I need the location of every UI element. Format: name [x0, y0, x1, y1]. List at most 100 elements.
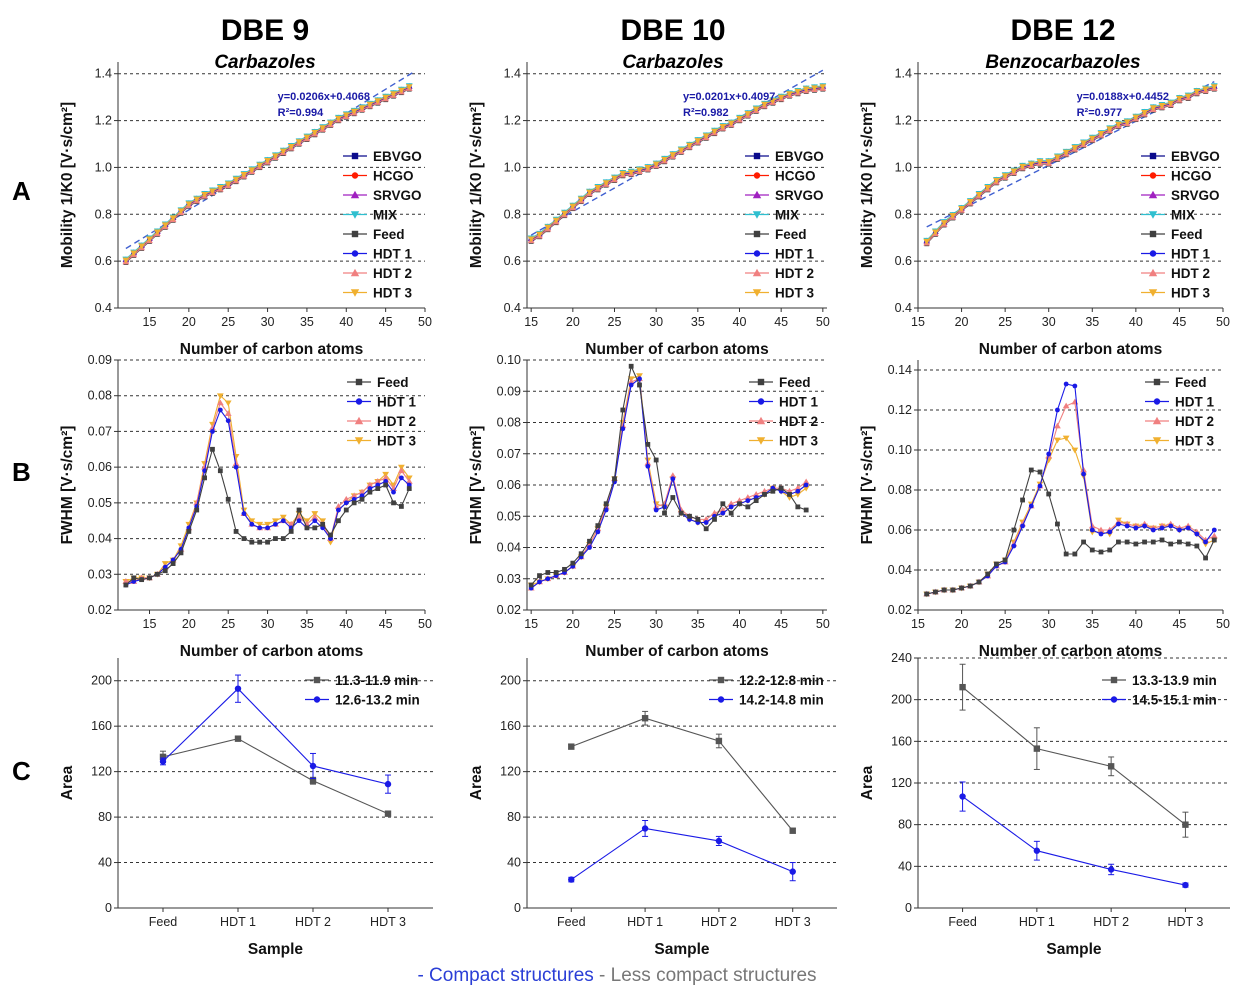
x-axis-label: Number of carbon atoms — [180, 643, 363, 660]
data-point — [628, 382, 634, 388]
data-point — [265, 539, 270, 545]
legend-label: HDT 1 — [377, 395, 416, 410]
data-point — [249, 521, 255, 527]
y-tick-label: 0 — [105, 901, 112, 915]
series-line-mix — [926, 85, 1215, 241]
data-point — [1002, 557, 1008, 563]
data-point — [1028, 467, 1034, 473]
y-tick-label: 1.4 — [895, 67, 912, 81]
data-point — [382, 474, 390, 481]
series-line-compact — [162, 687, 389, 785]
fit-equation: y=0.0206x+0.4068 — [278, 91, 370, 103]
legend-label: HDT 2 — [775, 266, 814, 281]
data-point — [1106, 126, 1114, 133]
legend-marker — [1149, 230, 1157, 238]
y-tick-label: 0.08 — [497, 416, 521, 430]
legend-marker — [350, 289, 360, 297]
y-tick-label: 0.09 — [497, 384, 521, 398]
data-point — [715, 737, 723, 745]
data-point — [1184, 93, 1192, 100]
data-point — [1098, 549, 1104, 555]
data-point — [1046, 451, 1052, 457]
y-tick-label: 40 — [98, 856, 112, 870]
data-point — [343, 500, 349, 506]
data-point — [1045, 159, 1053, 165]
data-point — [309, 777, 317, 784]
data-point — [923, 238, 931, 245]
legend-marker — [753, 250, 761, 257]
data-point — [770, 488, 776, 494]
y-tick-label: 1.2 — [504, 114, 521, 128]
data-point — [1063, 381, 1069, 387]
legend-label: HDT 2 — [1175, 414, 1214, 429]
data-point — [819, 84, 827, 90]
data-point — [959, 585, 964, 591]
x-tick-label: 15 — [143, 617, 157, 631]
data-point — [234, 735, 242, 742]
data-point — [645, 463, 651, 469]
legend-marker — [753, 152, 761, 160]
x-axis-label: Sample — [248, 941, 304, 958]
data-point — [959, 793, 966, 800]
data-point — [336, 507, 341, 513]
y-tick-label: 160 — [500, 719, 521, 733]
data-point — [279, 148, 287, 155]
data-point — [311, 513, 319, 520]
x-tick-label: 50 — [1216, 315, 1230, 329]
y-tick-label: 1.0 — [504, 160, 521, 174]
legend-label: EBVGO — [775, 149, 824, 164]
data-point — [802, 478, 810, 485]
data-point — [1123, 119, 1131, 126]
data-point — [1159, 537, 1165, 543]
y-tick-label: 1.0 — [95, 160, 112, 174]
x-axis-label: Number of carbon atoms — [180, 341, 363, 358]
data-point — [1124, 539, 1130, 545]
data-point — [342, 112, 350, 119]
data-point — [210, 429, 215, 434]
data-point — [976, 579, 982, 585]
x-tick-label: 20 — [182, 315, 196, 329]
fit-equation: y=0.0201x+0.4097 — [683, 91, 775, 103]
legend-label: HCGO — [775, 169, 816, 184]
footer-caption: - Compact structures - Less compact stru… — [417, 965, 816, 986]
data-point — [1097, 526, 1105, 533]
data-point — [249, 539, 255, 545]
data-point — [950, 587, 956, 593]
data-point — [122, 578, 130, 584]
data-point — [311, 129, 319, 136]
legend-marker — [350, 268, 360, 277]
data-point — [752, 490, 760, 497]
data-point — [778, 485, 784, 491]
data-point — [1203, 555, 1208, 561]
data-point — [620, 426, 626, 432]
y-tick-label: 0.05 — [497, 509, 521, 523]
panel-a-dbe10: 0.4 0.6 0.8 1.0 1.2 1.4 15 20 25 30 35 40 45 50 Number… — [468, 62, 830, 358]
data-point — [669, 152, 677, 158]
y-tick-label: 120 — [500, 765, 521, 779]
data-point — [241, 511, 247, 516]
x-tick-label: 30 — [1042, 617, 1056, 631]
data-point — [1089, 547, 1095, 553]
data-point — [1176, 95, 1183, 102]
data-point — [553, 570, 559, 575]
data-point — [636, 167, 643, 174]
panel-b-dbe10: 0.02 0.03 0.04 0.05 0.06 0.07 0.08 0.09 0.10 15 20… — [468, 353, 830, 660]
legend-label: 13.3-13.9 min — [1132, 673, 1217, 688]
data-point — [1149, 105, 1157, 112]
data-point — [288, 529, 294, 534]
legend-label: Feed — [377, 375, 409, 390]
data-point — [641, 825, 649, 832]
legend-marker — [717, 696, 725, 703]
data-point — [232, 176, 240, 183]
data-point — [304, 525, 310, 531]
data-point — [161, 222, 169, 229]
x-tick-label: 40 — [733, 315, 747, 329]
data-point — [993, 177, 1000, 184]
data-point — [527, 236, 535, 243]
x-tick-label: 45 — [1172, 617, 1186, 631]
data-point — [350, 108, 358, 115]
data-point — [210, 446, 215, 452]
data-point — [794, 88, 802, 95]
data-point — [366, 101, 374, 108]
